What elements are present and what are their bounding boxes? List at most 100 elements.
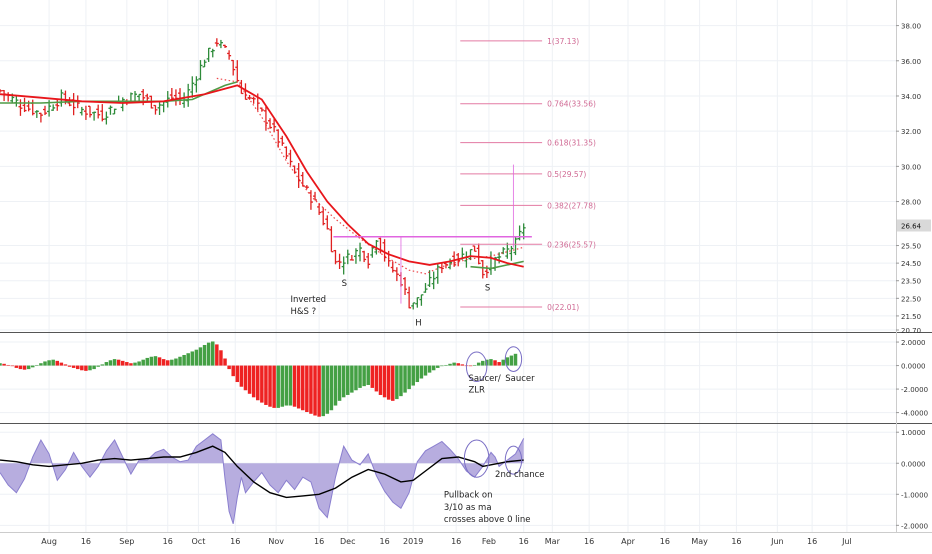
price-bar bbox=[497, 252, 502, 264]
histogram-bar bbox=[452, 362, 456, 366]
price-bar bbox=[317, 203, 322, 215]
highlight-circle bbox=[463, 439, 490, 478]
x-tick-label: May bbox=[691, 537, 708, 546]
histogram-bar bbox=[301, 365, 305, 411]
histogram-bar bbox=[100, 364, 105, 366]
y-tick-label: 1.0000 bbox=[901, 429, 926, 437]
histogram-bar bbox=[145, 357, 150, 366]
price-bar bbox=[390, 261, 395, 273]
histogram-bar bbox=[14, 365, 19, 368]
histogram-bar bbox=[116, 359, 121, 366]
x-tick-label: 16 bbox=[230, 537, 240, 546]
price-bar bbox=[321, 207, 326, 226]
price-bar bbox=[218, 39, 223, 49]
price-bar bbox=[423, 283, 428, 293]
histogram-bar bbox=[247, 365, 252, 394]
x-tick-label: Sep bbox=[119, 537, 134, 546]
histogram-bar bbox=[329, 365, 334, 411]
price-bar bbox=[308, 190, 313, 210]
x-tick-label: Mar bbox=[545, 537, 561, 546]
y-tick-label: 23.50 bbox=[901, 278, 921, 286]
histogram-bar bbox=[2, 363, 6, 366]
oscillator-line bbox=[0, 433, 525, 524]
price-bar bbox=[394, 267, 399, 282]
price-bar bbox=[304, 185, 309, 190]
fib-level-label: 0(22.01) bbox=[547, 303, 579, 312]
histogram-bar bbox=[215, 344, 219, 366]
price-bar bbox=[333, 249, 338, 265]
annotation-s-left: S bbox=[342, 279, 347, 289]
price-bar bbox=[435, 263, 440, 284]
histogram-bar bbox=[153, 356, 158, 366]
price-bar bbox=[448, 258, 453, 270]
histogram-bar bbox=[80, 365, 84, 371]
y-tick-label: 34.00 bbox=[901, 93, 921, 101]
histogram-bar bbox=[460, 364, 465, 366]
histogram-bar bbox=[423, 365, 428, 376]
histogram-bar bbox=[260, 365, 264, 403]
histogram-bar bbox=[374, 365, 379, 392]
price-bar bbox=[329, 226, 334, 253]
macd-histogram-panel: Saucer/ZLR Saucer bbox=[0, 341, 535, 417]
price-bar bbox=[198, 60, 203, 81]
fib-level-label: 0.5(29.57) bbox=[547, 170, 586, 179]
price-bar bbox=[370, 247, 375, 258]
price-bar bbox=[452, 251, 457, 267]
price-bar bbox=[272, 117, 277, 133]
x-tick-label: Oct bbox=[192, 537, 206, 546]
histogram-bar bbox=[186, 353, 190, 366]
histogram-bar bbox=[59, 362, 64, 366]
histogram-bar bbox=[18, 365, 23, 370]
x-tick-label: Aug bbox=[41, 537, 57, 546]
histogram-bar bbox=[39, 363, 43, 366]
x-tick-label: Nov bbox=[268, 537, 284, 546]
histogram-bar bbox=[309, 365, 313, 414]
price-bar bbox=[288, 149, 293, 166]
highlight-circle bbox=[465, 351, 488, 382]
histogram-bar bbox=[67, 365, 72, 367]
histogram-bar bbox=[190, 351, 195, 366]
price-bar bbox=[325, 215, 330, 230]
histogram-bar bbox=[223, 358, 227, 366]
price-bar bbox=[472, 245, 477, 252]
x-tick-label: 16 bbox=[584, 537, 594, 546]
histogram-bar bbox=[211, 341, 215, 366]
y-tick-label: -2.0000 bbox=[901, 522, 928, 530]
x-tick-label: 16 bbox=[807, 537, 817, 546]
histogram-bar bbox=[235, 365, 240, 383]
price-bar bbox=[427, 270, 432, 288]
price-bar bbox=[104, 111, 109, 125]
histogram-bar bbox=[391, 365, 395, 401]
price-bar bbox=[259, 107, 264, 112]
histogram-bar bbox=[362, 365, 366, 387]
x-tick-label: 16 bbox=[660, 537, 670, 546]
ma-fast-dotted-line bbox=[216, 77, 524, 275]
histogram-bar bbox=[489, 359, 493, 366]
histogram-bar bbox=[501, 359, 505, 366]
histogram-bar bbox=[26, 365, 31, 370]
histogram-bar bbox=[22, 365, 27, 370]
price-bar bbox=[296, 162, 301, 188]
price-bar bbox=[341, 256, 346, 275]
price-bar bbox=[349, 254, 354, 261]
fib-level-label: 0.618(31.35) bbox=[547, 139, 596, 148]
x-tick-label: Jul bbox=[841, 537, 852, 546]
histogram-bar bbox=[231, 365, 235, 377]
price-bar bbox=[407, 286, 412, 309]
histogram-bar bbox=[6, 364, 10, 366]
histogram-bar bbox=[251, 365, 256, 398]
histogram-bar bbox=[419, 365, 424, 379]
price-bar bbox=[415, 297, 420, 308]
histogram-bar bbox=[427, 365, 432, 373]
price-bar bbox=[43, 105, 48, 116]
histogram-bar bbox=[75, 365, 80, 370]
histogram-bar bbox=[51, 359, 55, 366]
histogram-bar bbox=[104, 362, 109, 366]
annotation-inv-hs-1: Inverted bbox=[290, 295, 326, 305]
price-bar bbox=[366, 252, 371, 269]
y-tick-label: -4.0000 bbox=[901, 410, 928, 418]
price-bar bbox=[38, 112, 43, 123]
x-tick-label: 16 bbox=[451, 537, 461, 546]
histogram-bar bbox=[354, 365, 358, 391]
